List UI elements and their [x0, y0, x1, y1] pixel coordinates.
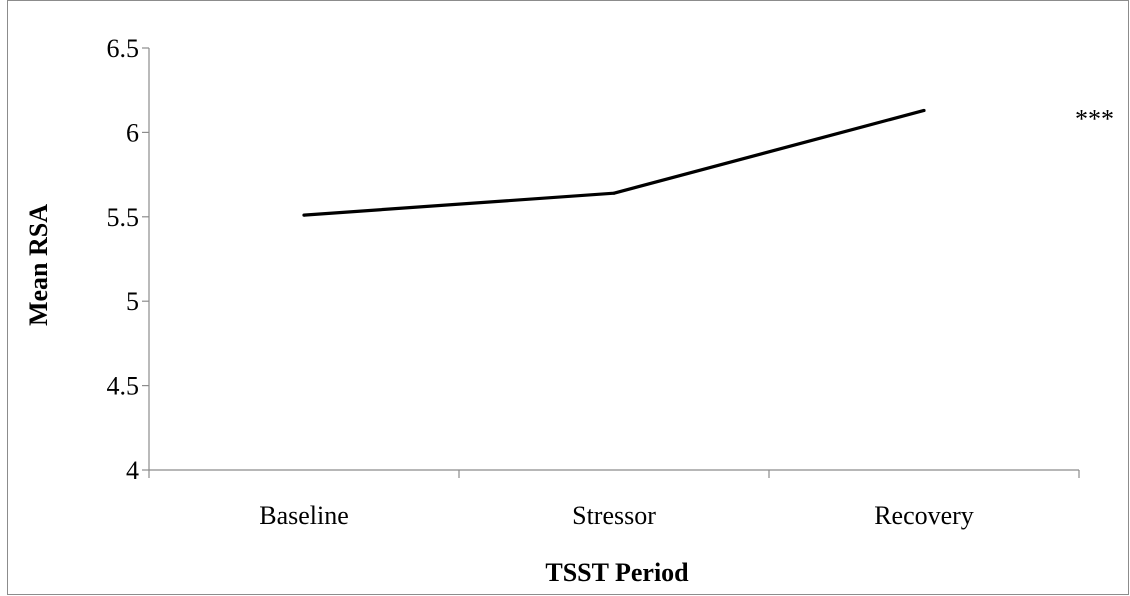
significance-annotation: ***: [1075, 104, 1114, 133]
chart-border: [7, 0, 1129, 595]
y-axis-title: Mean RSA: [24, 204, 53, 326]
y-tick-label: 4: [126, 456, 139, 485]
series-point: [302, 213, 306, 217]
y-tick-label: 5.5: [107, 203, 140, 232]
y-tick-label: 4.5: [107, 372, 140, 401]
y-tick-label: 5: [126, 287, 139, 316]
series-line: [303, 108, 925, 217]
x-tick-label: Recovery: [874, 501, 974, 530]
x-axis-title: TSST Period: [545, 558, 689, 587]
y-tick-label: 6.5: [107, 34, 140, 63]
x-tick-label: Baseline: [259, 501, 349, 530]
x-tick-label: Stressor: [572, 501, 656, 530]
series-point: [612, 191, 616, 195]
y-tick-label: 6: [126, 118, 139, 147]
annotation-group: ***: [1075, 104, 1114, 133]
series-group: [302, 108, 926, 217]
x-ticks: Baseline Stressor Recovery: [148, 470, 1080, 530]
y-ticks: 4 4.5 5 5.5 6 6.5: [107, 34, 149, 485]
series-point: [922, 108, 926, 113]
